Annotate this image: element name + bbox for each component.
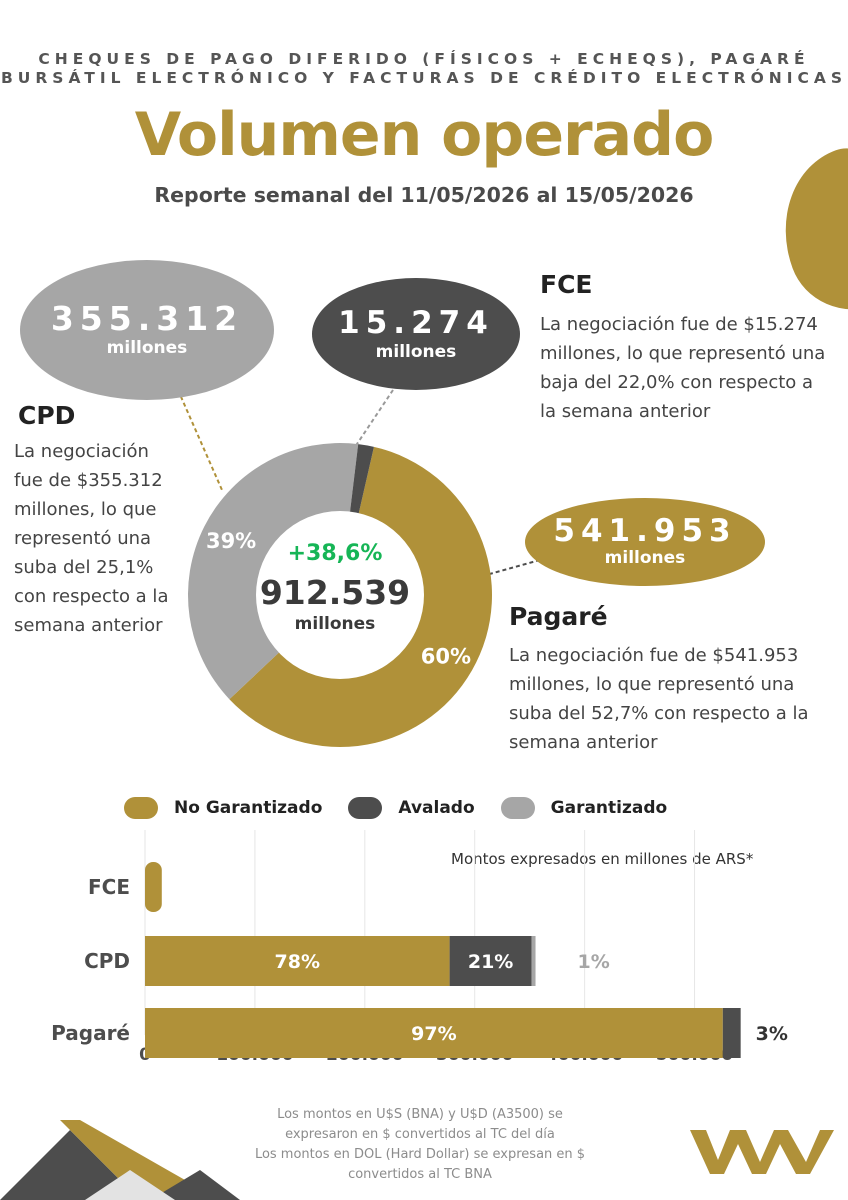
legend-item-no-garantizado: No Garantizado xyxy=(124,797,322,819)
y-category-label: Pagaré xyxy=(51,1021,130,1045)
cpd-description: La negociación fue de $355.312 millones, … xyxy=(14,441,169,636)
volume-donut-chart: 60% 39% xyxy=(187,442,493,747)
pagare-volume-bubble: 541.953 millones xyxy=(525,498,765,586)
guarantee-bar-chart: 0100.000200.000300.000400.000500.000FCEC… xyxy=(51,830,788,1065)
bar-segment-avalado xyxy=(722,1008,741,1058)
donut-hole xyxy=(256,511,424,679)
legend-item-garantizado: Garantizado xyxy=(500,797,667,819)
bar-chart-legend: No Garantizado Avalado Garantizado xyxy=(124,797,667,819)
fce-description: La negociación fue de $15.274 millones, l… xyxy=(540,314,826,422)
bar-data-label: 3% xyxy=(756,1023,788,1045)
report-period: Reporte semanal del 11/05/2026 al 15/05/… xyxy=(154,183,694,207)
bar-segment-avalado xyxy=(449,936,532,986)
bar-data-label: 1% xyxy=(578,951,610,973)
pagare-volume-value: 541.953 xyxy=(553,513,737,549)
donut-slice-label: 39% xyxy=(206,529,256,553)
bar-segment-garantizado xyxy=(531,936,536,986)
donut-center: +38,6% 912.539 millones xyxy=(248,541,422,635)
legend-swatch xyxy=(500,797,535,819)
bar-segment-no-garantizado xyxy=(145,862,162,912)
total-unit: millones xyxy=(294,614,376,634)
fce-volume-unit: millones xyxy=(375,342,457,362)
decorative-corner-shapes xyxy=(0,1120,240,1200)
y-category-label: CPD xyxy=(84,949,130,973)
fce-heading: FCE xyxy=(540,270,593,299)
bar-data-label: 78% xyxy=(275,951,320,973)
cpd-volume-bubble: 355.312 millones xyxy=(20,260,274,400)
donut-slice-label: 60% xyxy=(421,645,471,669)
fce-volume-value: 15.274 xyxy=(338,305,494,341)
total-volume: 912.539 xyxy=(259,573,411,612)
page-title: Volumen operado xyxy=(134,100,715,170)
bar-segment-no-garantizado xyxy=(145,936,450,986)
bar-data-label: 97% xyxy=(411,1023,456,1045)
bar-segment-no-garantizado xyxy=(145,1008,723,1058)
report-subtitle: CHEQUES DE PAGO DIFERIDO (FÍSICOS + ECHE… xyxy=(0,50,848,87)
pagare-volume-unit: millones xyxy=(604,548,686,568)
y-category-label: FCE xyxy=(88,875,130,899)
cpd-volume-value: 355.312 xyxy=(50,299,244,338)
currency-note: Montos expresados en millones de ARS* xyxy=(451,850,754,868)
legend-swatch xyxy=(124,797,158,819)
fce-volume-bubble: 15.274 millones xyxy=(312,278,520,390)
weekly-change: +38,6% xyxy=(287,541,383,566)
company-logo xyxy=(690,1130,834,1174)
bar-data-label: 21% xyxy=(468,951,513,973)
footer-disclaimer: Los montos en U$S (BNA) y U$D (A3500) se… xyxy=(254,1107,586,1182)
legend-swatch xyxy=(348,797,383,819)
cpd-volume-unit: millones xyxy=(106,338,188,358)
legend-item-avalado: Avalado xyxy=(348,797,475,819)
pagare-description: La negociación fue de $541.953 millones, … xyxy=(509,645,809,753)
pagare-heading: Pagaré xyxy=(509,602,608,631)
cpd-heading: CPD xyxy=(18,401,76,430)
